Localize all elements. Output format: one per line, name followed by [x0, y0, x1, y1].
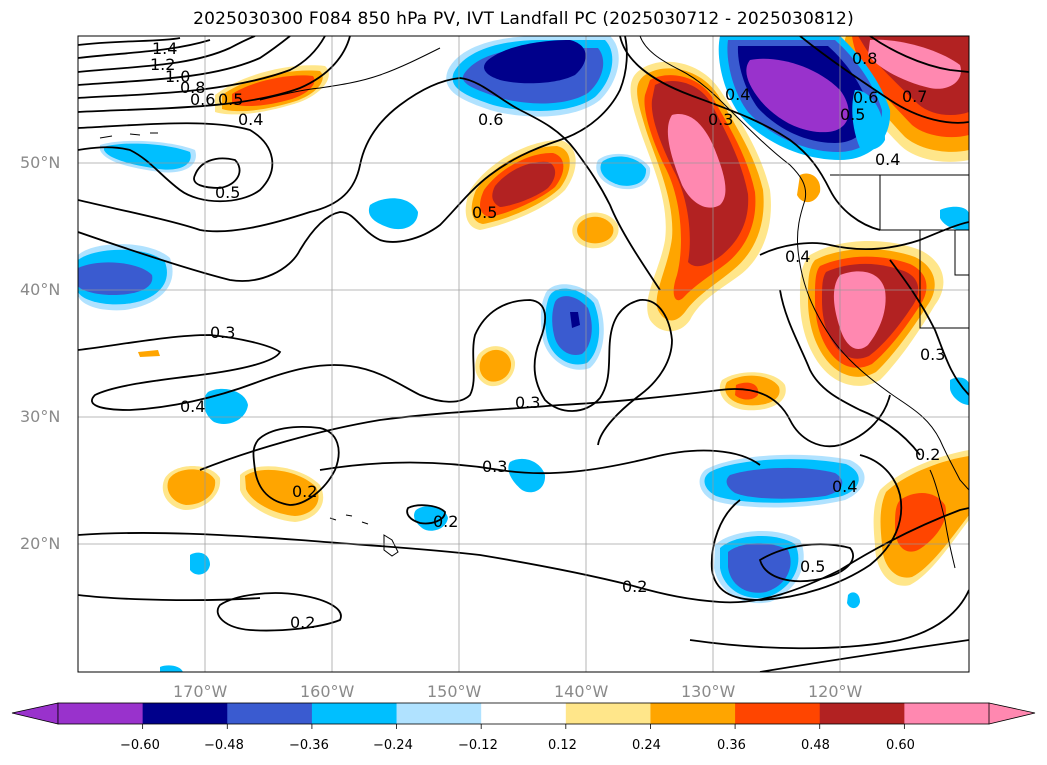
- colorbar-tick-label: −0.36: [289, 738, 329, 753]
- lon-label: 150°W: [427, 682, 482, 701]
- lon-label: 160°W: [300, 682, 355, 701]
- colorbar-tick-label: 0.24: [632, 738, 661, 753]
- colorbar-tick-label: 0.60: [886, 738, 915, 753]
- contour-label: 0.6: [478, 110, 503, 129]
- colorbar-cell: [311, 703, 398, 724]
- contour-label: 0.8: [852, 49, 877, 68]
- colorbar-cell: [481, 703, 567, 724]
- lat-label: 20°N: [20, 534, 61, 553]
- colorbar-tick-label: 0.36: [717, 738, 746, 753]
- contour-label: 0.7: [902, 87, 927, 106]
- colorbar-tick-label: −0.60: [120, 738, 160, 753]
- contour-label: 0.8: [180, 78, 205, 97]
- map-title: 2025030300 F084 850 hPa PV, IVT Landfall…: [193, 9, 854, 29]
- contour-label: 0.2: [290, 613, 315, 632]
- colorbar-extend-low: [11, 702, 59, 725]
- plot-frame: [77, 35, 970, 673]
- contour-label: 0.2: [433, 512, 458, 531]
- colorbar-cell: [142, 703, 228, 724]
- lon-label: 170°W: [173, 682, 228, 701]
- contour-label: 0.4: [180, 397, 205, 416]
- contour-label: 0.4: [238, 110, 263, 129]
- contour-label: 1.2: [150, 55, 175, 74]
- contour-label: 0.3: [708, 110, 733, 129]
- contour-label: 0.6: [853, 88, 878, 107]
- colorbar-cell: [650, 703, 736, 724]
- contour-label: 1.4: [152, 39, 177, 58]
- contour-label: 0.5: [472, 203, 497, 222]
- contour-label: 0.3: [210, 323, 235, 342]
- colorbar-cell: [904, 703, 990, 724]
- colorbar-cell: [819, 703, 905, 724]
- colorbar-cell: [396, 703, 482, 724]
- contour-label: 0.4: [832, 477, 857, 496]
- contour-label: 0.4: [875, 150, 900, 169]
- lat-label: 30°N: [20, 407, 61, 426]
- contour-label: 0.3: [482, 457, 507, 476]
- contour-label: 0.2: [915, 445, 940, 464]
- lat-label: 50°N: [20, 153, 61, 172]
- lon-label: 140°W: [554, 682, 609, 701]
- contour-label: 0.3: [515, 393, 540, 412]
- contour-label: 0.5: [800, 557, 825, 576]
- grid-lines: [78, 36, 969, 672]
- contour-label: 0.2: [292, 482, 317, 501]
- contour-label: 0.4: [785, 247, 810, 266]
- lon-label: 120°W: [808, 682, 863, 701]
- colorbar-extend-high: [988, 702, 1036, 725]
- lat-label: 40°N: [20, 280, 61, 299]
- contour-label: 0.6: [190, 90, 215, 109]
- contour-label: 0.5: [840, 105, 865, 124]
- contour-label: 0.5: [218, 90, 243, 109]
- colorbar-tick-label: −0.12: [458, 738, 498, 753]
- colorbar-cell: [735, 703, 821, 724]
- colorbar-tick-label: −0.24: [373, 738, 413, 753]
- contour-label: 0.2: [622, 577, 647, 596]
- colorbar-tick-label: 0.12: [548, 738, 577, 753]
- colorbar-cell: [227, 703, 313, 724]
- colorbar: [11, 702, 1036, 729]
- contour-label: 0.3: [920, 345, 945, 364]
- colorbar-tick-label: 0.48: [801, 738, 830, 753]
- colorbar-tick-label: −0.48: [204, 738, 244, 753]
- contour-label: 0.5: [215, 183, 240, 202]
- lon-label: 130°W: [681, 682, 736, 701]
- colorbar-cell: [58, 703, 144, 724]
- plot-area: 1.4 1.2 1.0 0.8 0.6 0.5 0.4 0.5 0.6 0.5 …: [78, 36, 969, 672]
- contour-label: 0.4: [725, 85, 750, 104]
- contour-labels: 1.4 1.2 1.0 0.8 0.6 0.5 0.4 0.5 0.6 0.5 …: [150, 39, 945, 632]
- colorbar-cell: [565, 703, 651, 724]
- contour-label: 1.0: [165, 67, 190, 86]
